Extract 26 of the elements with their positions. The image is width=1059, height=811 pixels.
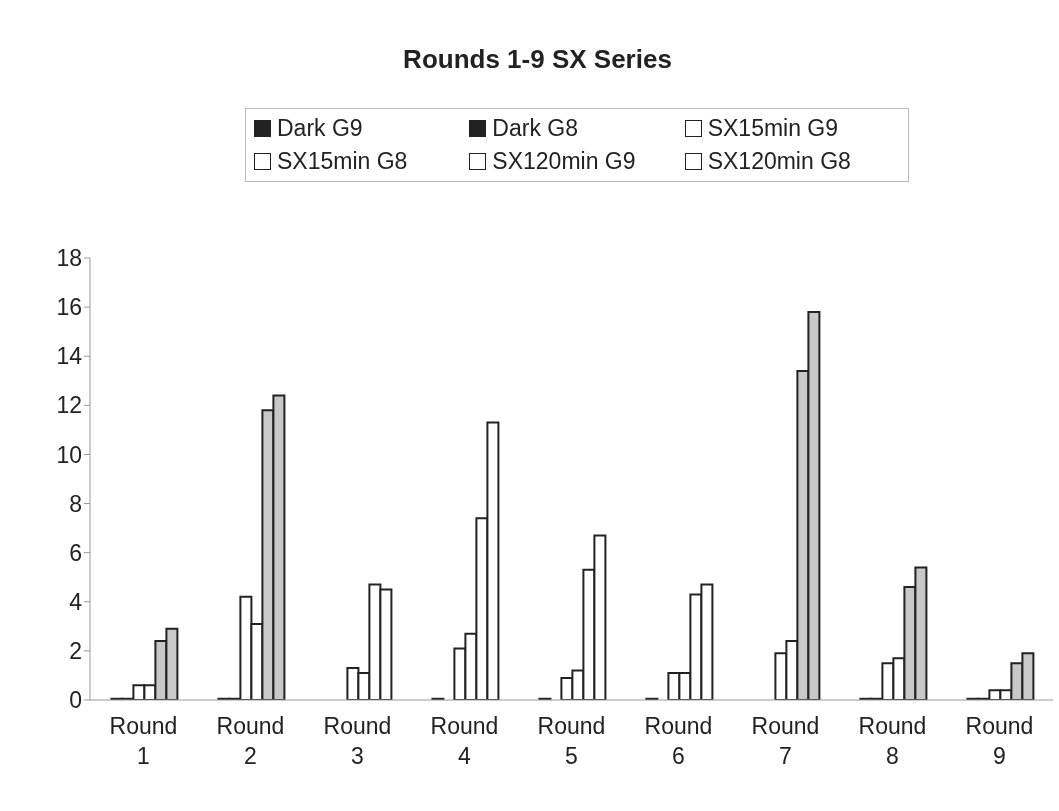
- x-tick-label: Round 5: [537, 713, 606, 769]
- x-tick-label: Round 3: [323, 713, 392, 769]
- y-tick-label: 18: [56, 245, 82, 272]
- legend-label: SX120min G8: [707, 148, 851, 175]
- x-tick-label: Round 1: [109, 713, 178, 769]
- y-tick-label: 16: [56, 294, 82, 321]
- legend-label: SX120min G9: [492, 148, 636, 175]
- y-tick-label: 8: [69, 490, 82, 517]
- y-tick-label: 4: [69, 588, 83, 615]
- chart-title: Rounds 1-9 SX Series: [402, 44, 673, 75]
- y-tick-label: 10: [56, 441, 82, 468]
- legend-label: Dark G8: [492, 115, 578, 142]
- x-tick-label: Round 7: [751, 713, 820, 769]
- legend-label: SX15min G9: [707, 115, 839, 142]
- x-tick-label: Round 9: [965, 713, 1034, 769]
- y-tick-label: 12: [56, 392, 82, 419]
- x-tick-label: Round 4: [430, 713, 499, 769]
- x-tick-label: Round 8: [858, 713, 927, 769]
- y-tick-label: 14: [56, 343, 83, 370]
- x-tick-label: Round 2: [216, 713, 285, 769]
- y-tick-label: 0: [69, 687, 82, 714]
- x-tick-label: Round 6: [644, 713, 713, 769]
- y-tick-label: 2: [69, 638, 82, 665]
- y-tick-label: 6: [69, 539, 82, 566]
- legend-label: SX15min G8: [277, 148, 408, 175]
- legend-label: Dark G9: [277, 115, 363, 142]
